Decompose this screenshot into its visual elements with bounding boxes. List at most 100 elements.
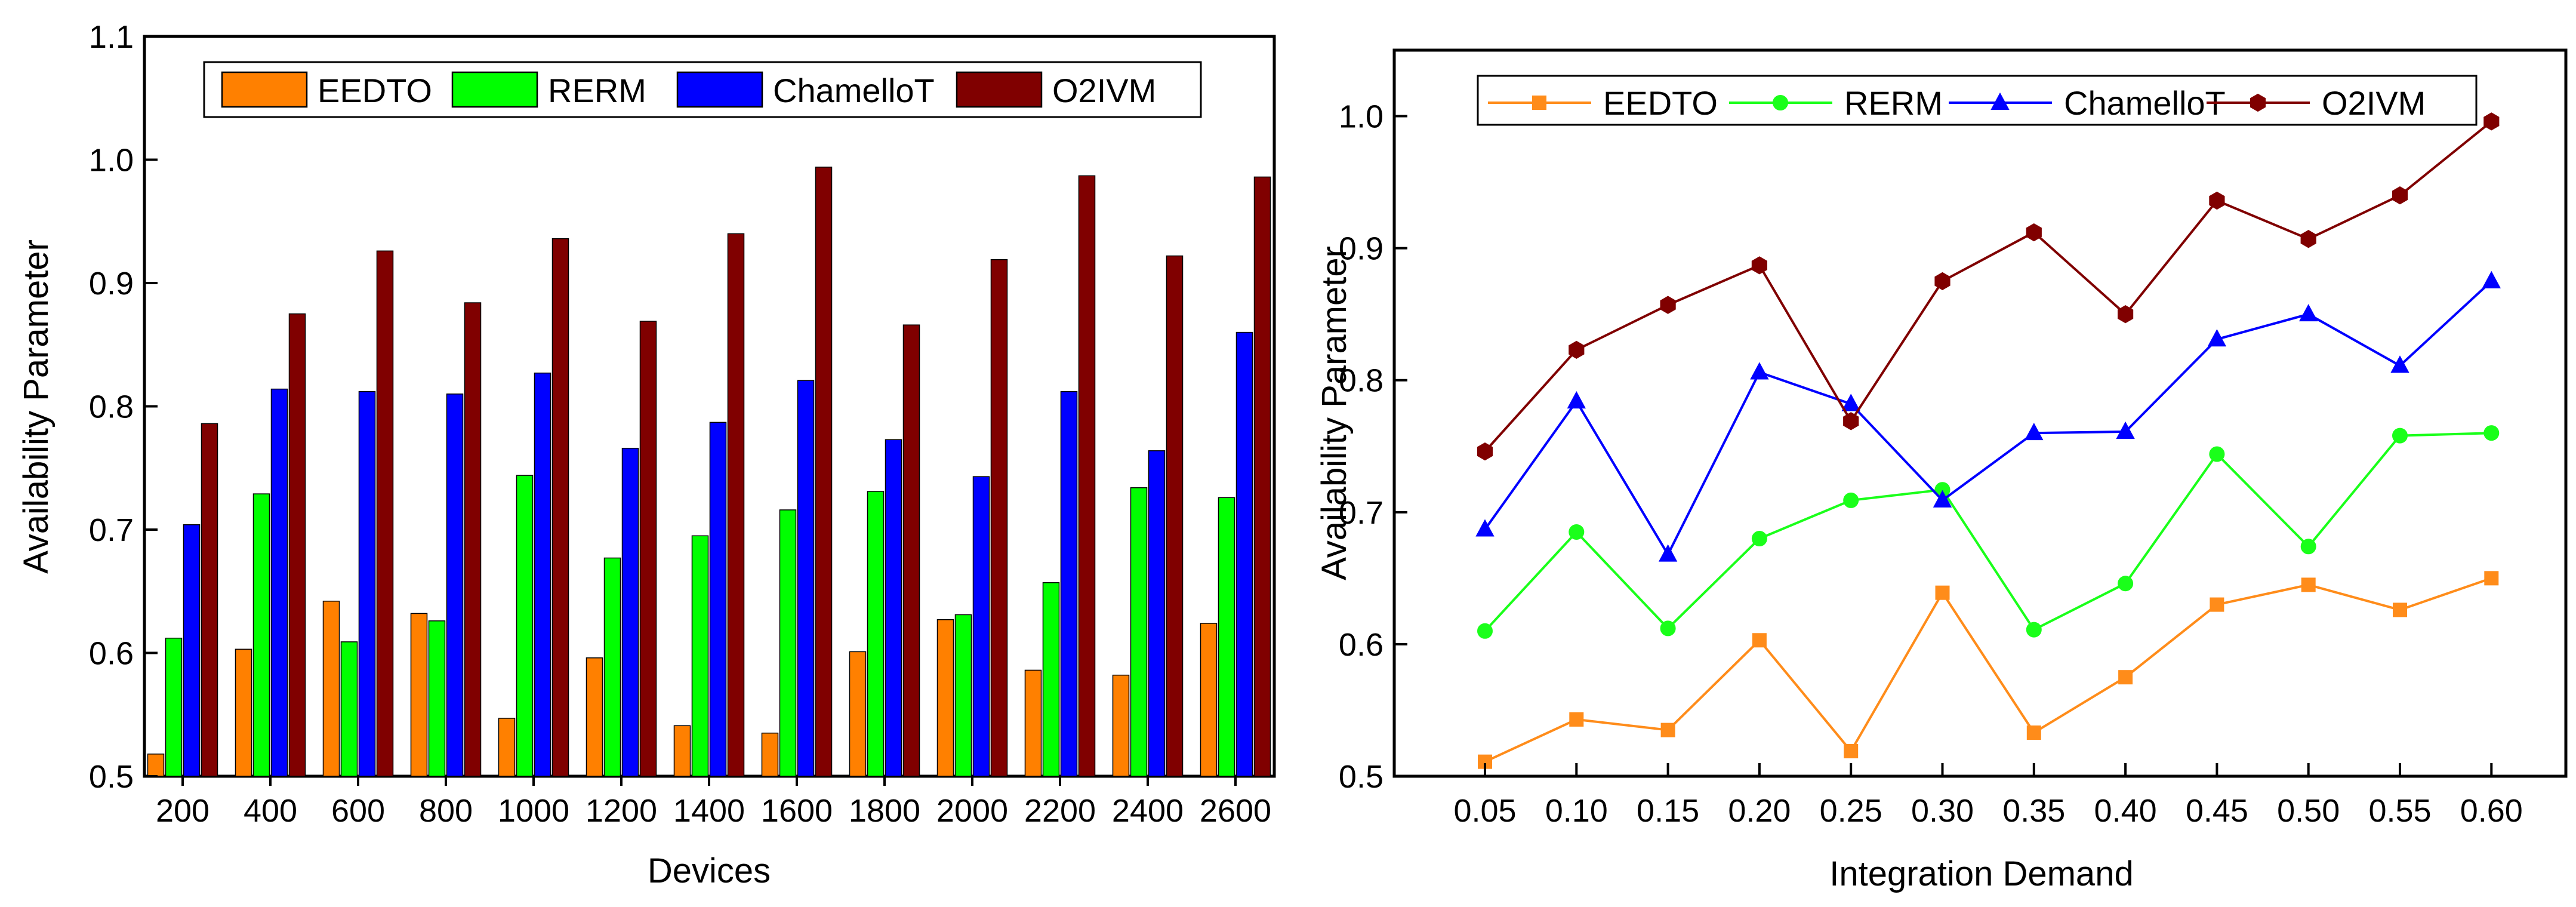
point-chamellot-0.60 xyxy=(2482,270,2501,288)
point-rerm-0.20 xyxy=(1751,531,1767,547)
line-legend-label-eedto: EEDTO xyxy=(1603,84,1718,122)
bar-y-axis-label: Availability Parameter xyxy=(17,239,56,574)
bar-rerm-2600 xyxy=(1218,497,1235,777)
bar-eedto-1200 xyxy=(586,657,603,777)
bar-eedto-1600 xyxy=(761,732,779,777)
line-x-axis-ticks: 0.05 0.10 0.15 0.20 0.25 0.30 0.35 0.40 0.45 0.50… xyxy=(1453,763,2523,829)
bar-chamellot-2400 xyxy=(1148,450,1166,777)
bar-bars xyxy=(147,167,1271,777)
bar-x-tick-label: 2600 xyxy=(1200,793,1271,829)
line-legend-items: EEDTO RERM ChamelloT O2IVM xyxy=(1488,84,2426,122)
bar-o2ivm-1800 xyxy=(902,324,920,777)
bar-rerm-2200 xyxy=(1042,582,1060,777)
bar-o2ivm-1600 xyxy=(815,167,833,777)
line-legend-label-o2ivm: O2IVM xyxy=(2322,84,2426,122)
bar-x-tick-label: 200 xyxy=(156,793,209,829)
point-o2ivm-0.05 xyxy=(1477,442,1493,461)
point-rerm-0.55 xyxy=(2392,428,2408,444)
line-x-tick-label: 0.50 xyxy=(2277,793,2340,829)
line-y-axis-ticks: 0.5 0.6 0.7 0.8 0.9 1.0 xyxy=(1339,99,1407,795)
bar-y-tick-label: 1.0 xyxy=(89,143,134,179)
line-x-tick-label: 0.05 xyxy=(1453,793,1516,829)
bar-legend-label-chamellot: ChamelloT xyxy=(773,72,935,109)
bar-rerm-1800 xyxy=(867,491,885,777)
bar-o2ivm-400 xyxy=(288,313,306,777)
bar-chamellot-1600 xyxy=(797,380,815,777)
bar-x-tick-label: 1200 xyxy=(586,793,657,829)
point-rerm-0.35 xyxy=(2026,622,2042,638)
point-eedto-0.10 xyxy=(1569,712,1584,727)
line-y-tick-label: 0.5 xyxy=(1339,759,1383,795)
bar-y-tick-label: 1.1 xyxy=(89,19,134,55)
bar-o2ivm-800 xyxy=(464,302,482,777)
bar-rerm-600 xyxy=(340,641,358,777)
line-y-tick-label: 0.7 xyxy=(1339,495,1383,531)
line-series xyxy=(1475,112,2501,769)
line-x-tick-label: 0.40 xyxy=(2094,793,2157,829)
point-o2ivm-0.10 xyxy=(1569,340,1585,359)
bar-chamellot-1200 xyxy=(621,447,639,777)
line-legend: EEDTO RERM ChamelloT O2IVM xyxy=(1477,75,2478,126)
bar-rerm-1200 xyxy=(603,557,621,777)
line-legend-marker-eedto xyxy=(1532,96,1546,110)
point-eedto-0.30 xyxy=(1935,585,1950,600)
line-x-tick-label: 0.45 xyxy=(2186,793,2248,829)
line-legend-label-chamellot: ChamelloT xyxy=(2064,84,2226,122)
point-eedto-0.25 xyxy=(1844,743,1859,758)
bar-x-tick-label: 2400 xyxy=(1112,793,1184,829)
bar-chamellot-2000 xyxy=(972,476,990,777)
bar-chart: 0.5 0.6 0.7 0.8 0.9 1.0 1.1 200 400 600 800 1000 12… xyxy=(17,19,1276,890)
point-eedto-0.60 xyxy=(2484,571,2499,586)
point-chamellot-0.10 xyxy=(1567,391,1586,409)
bar-o2ivm-1200 xyxy=(639,321,657,777)
bar-legend: EEDTO RERM ChamelloT O2IVM xyxy=(203,61,1202,118)
bar-o2ivm-1000 xyxy=(551,238,569,777)
point-rerm-0.40 xyxy=(2118,576,2134,592)
bar-rerm-1400 xyxy=(691,535,709,777)
bar-chamellot-2600 xyxy=(1235,331,1253,777)
point-rerm-0.15 xyxy=(1660,620,1676,637)
point-chamellot-0.30 xyxy=(1933,490,1952,508)
bar-chamellot-200 xyxy=(183,524,201,777)
bar-legend-swatch-rerm xyxy=(451,71,538,108)
bar-chamellot-400 xyxy=(270,388,288,777)
bar-eedto-400 xyxy=(235,648,252,777)
bar-x-axis-label: Devices xyxy=(648,851,771,890)
bar-x-tick-label: 2200 xyxy=(1024,793,1096,829)
bar-x-tick-label: 2000 xyxy=(936,793,1008,829)
bar-legend-label-eedto: EEDTO xyxy=(318,72,432,109)
bar-y-axis-ticks: 0.5 0.6 0.7 0.8 0.9 1.0 1.1 xyxy=(89,19,158,795)
point-chamellot-0.50 xyxy=(2299,304,2318,322)
bar-rerm-2000 xyxy=(954,614,972,777)
bar-o2ivm-2600 xyxy=(1253,176,1271,777)
point-eedto-0.50 xyxy=(2301,577,2316,592)
bar-chamellot-1000 xyxy=(534,372,551,777)
line-x-tick-label: 0.10 xyxy=(1545,793,1608,829)
line-x-tick-label: 0.35 xyxy=(2002,793,2065,829)
point-rerm-0.05 xyxy=(1477,623,1493,639)
bar-eedto-2400 xyxy=(1112,674,1130,777)
point-o2ivm-0.30 xyxy=(1934,272,1951,291)
bar-x-tick-label: 1800 xyxy=(849,793,920,829)
point-o2ivm-0.50 xyxy=(2300,230,2316,248)
line-chamellot xyxy=(1484,280,2492,557)
line-x-tick-label: 0.20 xyxy=(1728,793,1791,829)
bar-chamellot-800 xyxy=(446,393,464,777)
line-y-tick-label: 1.0 xyxy=(1339,99,1383,135)
point-chamellot-0.40 xyxy=(2116,421,2135,439)
bar-eedto-600 xyxy=(322,601,340,777)
bar-x-tick-label: 1400 xyxy=(673,793,745,829)
bar-rerm-800 xyxy=(428,620,446,777)
line-x-tick-label: 0.25 xyxy=(1820,793,1882,829)
bar-y-tick-label: 0.9 xyxy=(89,266,134,302)
bar-o2ivm-600 xyxy=(376,250,394,777)
point-rerm-0.60 xyxy=(2483,425,2500,441)
bar-o2ivm-200 xyxy=(201,423,218,777)
line-legend-label-rerm: RERM xyxy=(1844,84,1943,122)
bar-chamellot-600 xyxy=(358,391,376,777)
bar-rerm-1000 xyxy=(516,475,534,777)
line-legend-marker-chamellot xyxy=(1990,92,2010,110)
line-x-axis-label: Integration Demand xyxy=(1829,854,2133,893)
point-chamellot-0.35 xyxy=(2025,423,2044,441)
bar-y-tick-label: 0.6 xyxy=(89,636,134,672)
